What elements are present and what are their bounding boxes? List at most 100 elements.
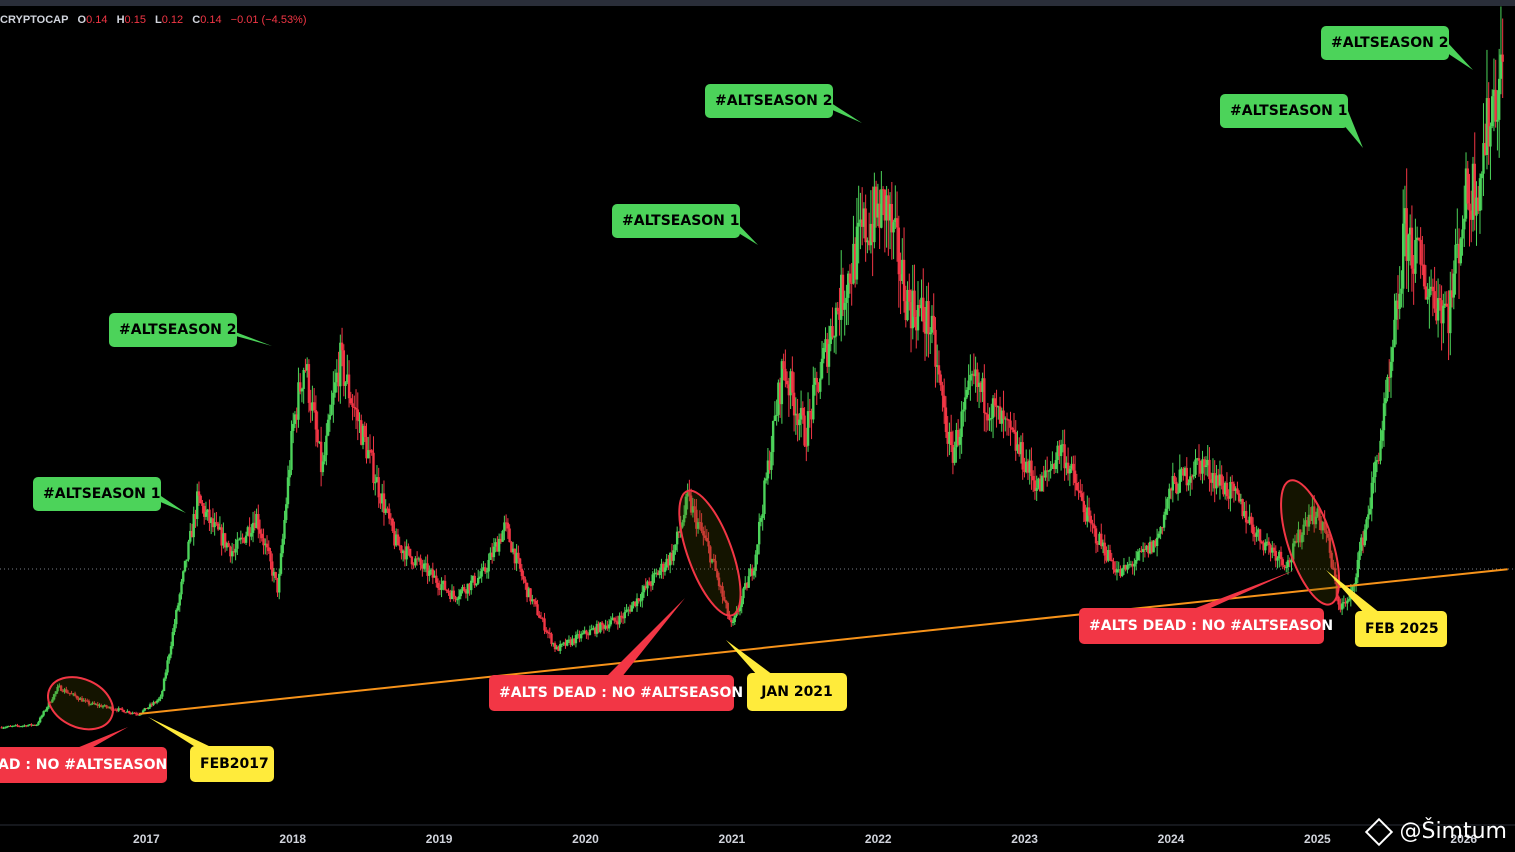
candle-body bbox=[1138, 550, 1141, 552]
candle-body bbox=[117, 708, 120, 711]
candle-body bbox=[134, 713, 138, 715]
candle-body bbox=[969, 374, 972, 381]
candle-body bbox=[1337, 596, 1340, 605]
altseason-callout[interactable]: #ALTSEASON 2 bbox=[705, 84, 833, 118]
callout-pointer bbox=[1326, 570, 1380, 613]
candle-body bbox=[1248, 516, 1251, 523]
candle-body bbox=[1005, 418, 1009, 420]
altseason-callout[interactable]: #ALTSEASON 1 bbox=[612, 204, 740, 238]
callout-pointer bbox=[605, 598, 685, 678]
symbol-name[interactable]: CRYPTOCAP bbox=[0, 14, 69, 26]
candle-body bbox=[1086, 507, 1089, 522]
bottom-zone-ellipse bbox=[47, 676, 114, 731]
candle-body bbox=[1246, 522, 1250, 524]
candle-body bbox=[834, 307, 838, 337]
candle-body bbox=[136, 714, 140, 716]
candle-body bbox=[1100, 533, 1103, 547]
altseason-callout[interactable]: #ALTSEASON 2 bbox=[1321, 26, 1449, 60]
candle-body bbox=[1435, 308, 1438, 321]
candle-body bbox=[693, 506, 696, 510]
candle-body bbox=[653, 572, 656, 575]
candle-body bbox=[1269, 545, 1272, 553]
date-callout[interactable]: JAN 2021 bbox=[747, 673, 847, 711]
candle-body bbox=[560, 643, 564, 645]
altseason-callout[interactable]: #ALTSEASON 2 bbox=[109, 313, 237, 347]
candle-body bbox=[566, 639, 569, 646]
candle-body bbox=[468, 583, 471, 591]
candle-body bbox=[649, 585, 653, 587]
alts-dead-callout[interactable]: AD : NO #ALTSEASON bbox=[0, 747, 167, 783]
candle-body bbox=[415, 558, 419, 560]
candle-body bbox=[1234, 488, 1237, 491]
candle-body bbox=[145, 708, 148, 710]
alts-dead-callout[interactable]: #ALTS DEAD : NO #ALTSEASON bbox=[1079, 608, 1333, 644]
altseason-callout[interactable]: #ALTSEASON 1 bbox=[1220, 94, 1348, 128]
candle-body bbox=[225, 543, 229, 548]
candle-body bbox=[243, 537, 246, 543]
candle-body bbox=[477, 577, 480, 584]
candle-body bbox=[1080, 493, 1084, 501]
candle-body bbox=[410, 556, 414, 565]
candle-body bbox=[972, 373, 976, 377]
candle-body bbox=[564, 642, 567, 646]
candle-body bbox=[1297, 529, 1300, 543]
candle-body bbox=[387, 508, 391, 519]
candle-body bbox=[1405, 208, 1408, 261]
candle-body bbox=[686, 492, 689, 497]
candle-body bbox=[1073, 470, 1077, 483]
candle-body bbox=[98, 705, 101, 707]
candle-body bbox=[904, 301, 907, 321]
candle-body bbox=[890, 203, 894, 233]
candle-body bbox=[1414, 239, 1417, 274]
candle-body bbox=[1110, 559, 1113, 562]
candle-body bbox=[819, 378, 822, 392]
candle-body bbox=[873, 186, 876, 243]
candle-body bbox=[319, 441, 323, 473]
candle-body bbox=[1225, 482, 1229, 497]
candle-body bbox=[1471, 163, 1475, 220]
candle-body bbox=[993, 398, 996, 406]
candle-body bbox=[1468, 203, 1471, 211]
candle-body bbox=[73, 693, 77, 696]
candle-body bbox=[632, 601, 635, 606]
candle-body bbox=[1283, 565, 1286, 568]
candle-body bbox=[131, 712, 134, 714]
candle-body bbox=[1304, 520, 1307, 525]
candle-body bbox=[581, 633, 585, 635]
candle-body bbox=[1339, 604, 1342, 610]
ohlc-legend: CRYPTOCAP O0.14 H0.15 L0.12 C0.14 −0.01 … bbox=[0, 14, 307, 26]
candle-body bbox=[723, 596, 726, 601]
candle-body bbox=[171, 631, 174, 647]
candle-body bbox=[613, 617, 616, 621]
bottom-zone-ellipse bbox=[678, 489, 742, 617]
candle-body bbox=[1072, 463, 1075, 471]
candle-body bbox=[1079, 490, 1082, 494]
candle-body bbox=[372, 452, 375, 483]
candle-body bbox=[1223, 482, 1227, 495]
candle-body bbox=[1410, 227, 1414, 269]
candle-body bbox=[869, 223, 873, 246]
candle-body bbox=[1028, 460, 1031, 473]
candle-body bbox=[108, 706, 112, 708]
candle-body bbox=[466, 583, 469, 594]
alts-dead-callout[interactable]: #ALTS DEAD : NO #ALTSEASON bbox=[489, 675, 743, 711]
candle-body bbox=[518, 558, 522, 569]
support-trendline[interactable] bbox=[138, 568, 1508, 715]
candle-body bbox=[888, 203, 892, 221]
candle-body bbox=[325, 435, 328, 456]
altseason-callout[interactable]: #ALTSEASON 1 bbox=[33, 477, 161, 511]
candle-body bbox=[892, 222, 895, 233]
date-callout[interactable]: FEB2017 bbox=[190, 746, 274, 782]
candle-body bbox=[154, 702, 157, 704]
candle-body bbox=[745, 583, 749, 588]
candle-body bbox=[115, 709, 119, 711]
candle-body bbox=[1101, 542, 1105, 547]
candle-body bbox=[459, 590, 462, 597]
candle-body bbox=[499, 538, 503, 542]
candle-body bbox=[953, 447, 956, 463]
candle-body bbox=[967, 380, 970, 390]
candle-body bbox=[1342, 602, 1346, 604]
date-callout[interactable]: FEB 2025 bbox=[1355, 611, 1447, 647]
candle-body bbox=[829, 326, 832, 344]
